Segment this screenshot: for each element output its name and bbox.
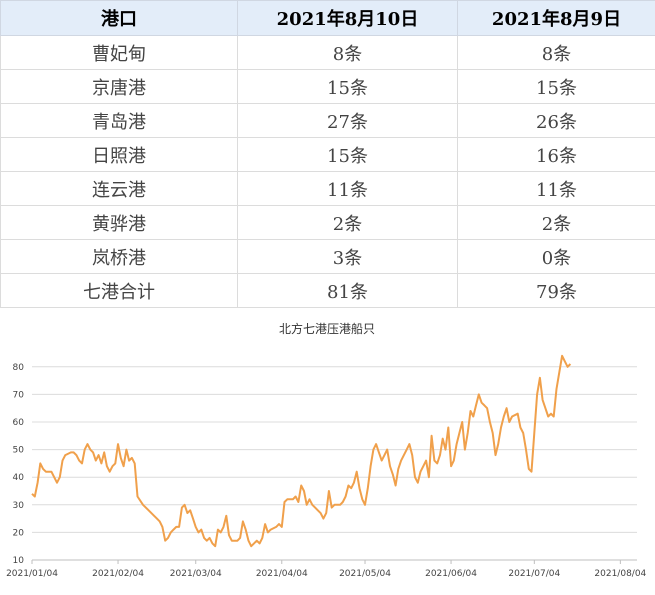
ship-count-aug9: 15条	[457, 69, 655, 104]
port-name: 青岛港	[0, 103, 238, 138]
ship-count-aug10: 15条	[237, 69, 458, 104]
table-header-row: 港口 2021年8月10日 2021年8月9日	[0, 0, 655, 36]
ship-congestion-chart: 北方七港压港船只 10 20 30 40 50 60 70 80 2021/01/04 2021/…	[0, 308, 655, 595]
ship-count-aug10: 11条	[237, 171, 458, 206]
y-tick-label: 80	[13, 363, 25, 373]
port-name: 京唐港	[0, 69, 238, 104]
header-date-aug10: 2021年8月10日	[237, 0, 458, 36]
table-row: 连云港 11条 11条	[0, 171, 655, 206]
ship-count-aug10: 3条	[237, 239, 458, 274]
y-tick-label: 40	[13, 473, 25, 483]
x-tick-label: 2021/01/04	[6, 569, 58, 579]
port-name: 岚桥港	[0, 239, 238, 274]
table-row: 岚桥港 3条 0条	[0, 239, 655, 274]
ship-count-aug9: 8条	[457, 35, 655, 70]
ship-count-aug9: 26条	[457, 103, 655, 138]
port-name: 日照港	[0, 137, 238, 172]
ship-count-aug10: 8条	[237, 35, 458, 70]
ship-count-aug9: 2条	[457, 205, 655, 240]
x-tick-label: 2021/05/04	[339, 569, 391, 579]
port-name: 黄骅港	[0, 205, 238, 240]
table-row: 青岛港 27条 26条	[0, 103, 655, 138]
y-tick-label: 20	[13, 528, 25, 538]
port-table: 港口 2021年8月10日 2021年8月9日 曹妃甸 8条 8条 京唐港 15…	[0, 0, 655, 308]
y-tick-label: 30	[13, 501, 25, 511]
x-tick-label: 2021/06/04	[425, 569, 477, 579]
series-line	[31, 354, 572, 548]
table-row: 黄骅港 2条 2条	[0, 205, 655, 240]
ship-count-aug9: 16条	[457, 137, 655, 172]
table-row: 日照港 15条 16条	[0, 137, 655, 172]
y-tick-label: 70	[13, 390, 25, 400]
table-row: 京唐港 15条 15条	[0, 69, 655, 104]
ship-count-aug10: 15条	[237, 137, 458, 172]
x-tick-label: 2021/02/04	[92, 569, 144, 579]
x-tick-label: 2021/04/04	[256, 569, 308, 579]
table-row: 曹妃甸 8条 8条	[0, 35, 655, 70]
ship-count-aug9: 0条	[457, 239, 655, 274]
ship-count-aug10: 81条	[237, 273, 458, 308]
x-tick-label: 2021/08/04	[594, 569, 646, 579]
port-name: 曹妃甸	[0, 35, 238, 70]
chart-title: 北方七港压港船只	[279, 321, 375, 336]
x-tick-label: 2021/03/04	[170, 569, 222, 579]
y-tick-label: 10	[13, 556, 25, 566]
ship-count-aug10: 2条	[237, 205, 458, 240]
port-name: 七港合计	[0, 273, 238, 308]
ship-count-aug10: 27条	[237, 103, 458, 138]
y-tick-label: 60	[13, 418, 25, 428]
table-row: 七港合计 81条 79条	[0, 273, 655, 308]
header-date-aug9: 2021年8月9日	[457, 0, 655, 36]
y-tick-label: 50	[13, 446, 25, 456]
port-name: 连云港	[0, 171, 238, 206]
ship-count-aug9: 79条	[457, 273, 655, 308]
ship-count-aug9: 11条	[457, 171, 655, 206]
header-port: 港口	[0, 0, 238, 36]
x-tick-label: 2021/07/04	[508, 569, 560, 579]
chart-canvas: 北方七港压港船只 10 20 30 40 50 60 70 80 2021/01/04 2021/…	[6, 321, 646, 579]
